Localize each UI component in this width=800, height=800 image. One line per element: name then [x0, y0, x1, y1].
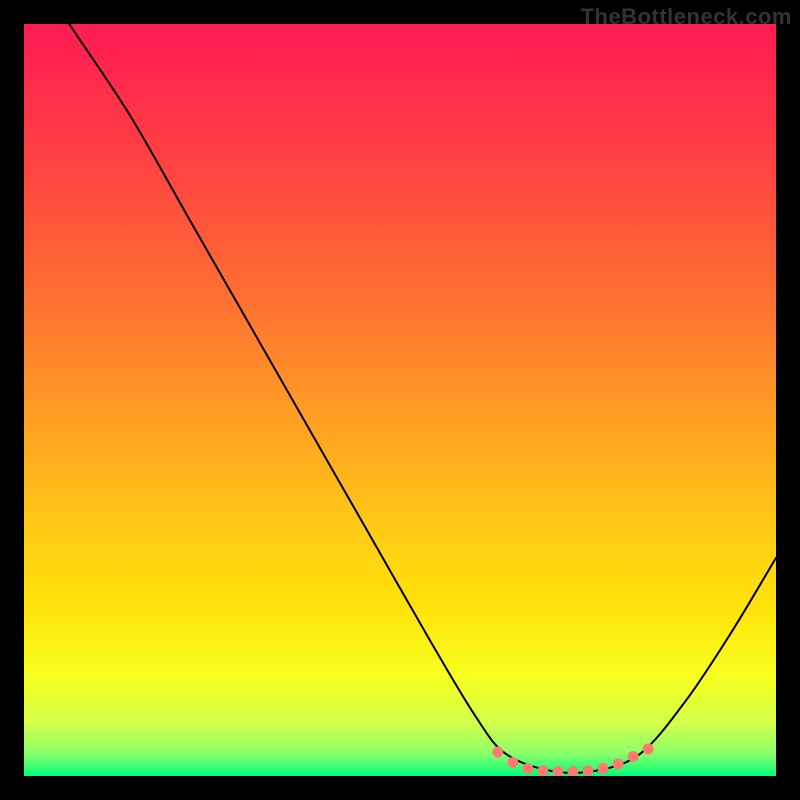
marker-dot: [507, 757, 518, 768]
marker-dot: [537, 765, 548, 776]
marker-dot: [492, 746, 503, 757]
chart-plot-area: [24, 24, 776, 776]
marker-dot: [598, 763, 609, 774]
marker-dot: [583, 765, 594, 776]
watermark-text: TheBottleneck.com: [581, 4, 792, 30]
chart-background: [24, 24, 776, 776]
marker-dot: [522, 763, 533, 774]
marker-dot: [643, 743, 654, 754]
marker-dot: [613, 758, 624, 769]
marker-dot: [628, 751, 639, 762]
chart-svg: [24, 24, 776, 776]
